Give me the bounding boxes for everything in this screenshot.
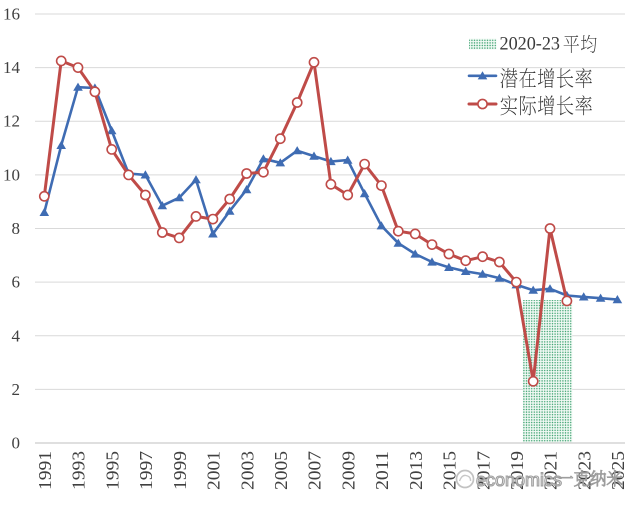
svg-text:1995: 1995 (102, 451, 122, 490)
svg-text:1993: 1993 (69, 451, 89, 490)
svg-text:12: 12 (3, 112, 20, 131)
svg-text:1997: 1997 (136, 451, 156, 490)
svg-text:2011: 2011 (372, 451, 392, 490)
svg-text:4: 4 (12, 326, 21, 345)
svg-text:1991: 1991 (35, 451, 55, 490)
svg-text:2005: 2005 (271, 451, 291, 490)
svg-text:2017: 2017 (473, 451, 493, 490)
svg-text:10: 10 (3, 165, 20, 184)
svg-text:2007: 2007 (305, 451, 325, 490)
svg-text:1999: 1999 (170, 451, 190, 490)
svg-text:economics: economics (476, 470, 562, 490)
svg-text:2019: 2019 (507, 451, 527, 490)
svg-text:14: 14 (3, 58, 21, 77)
svg-text:2: 2 (12, 380, 21, 399)
svg-text:2020-23: 2020-23 (500, 34, 561, 54)
svg-text:0: 0 (12, 434, 21, 453)
svg-text:2009: 2009 (338, 451, 358, 490)
svg-text:6: 6 (12, 273, 21, 292)
svg-text:2025: 2025 (608, 451, 628, 490)
svg-text:2001: 2001 (204, 451, 224, 490)
svg-text:8: 8 (12, 219, 21, 238)
svg-text:16: 16 (3, 5, 20, 24)
svg-text:2003: 2003 (237, 451, 257, 490)
svg-text:2013: 2013 (406, 451, 426, 490)
svg-text:2021: 2021 (541, 451, 561, 490)
svg-text:2015: 2015 (440, 451, 460, 490)
